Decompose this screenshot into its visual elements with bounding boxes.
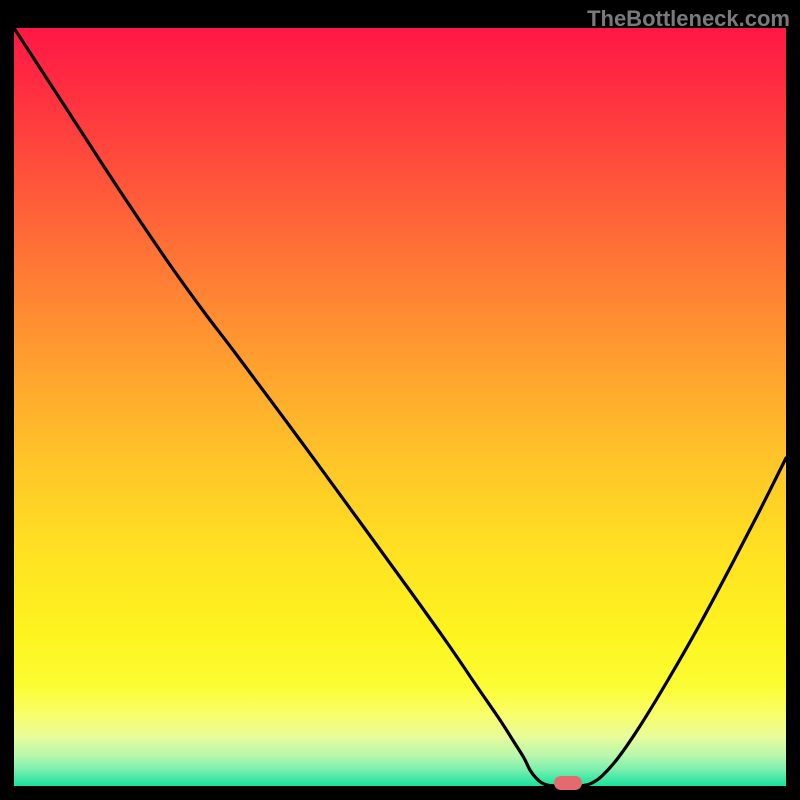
bottleneck-plot xyxy=(14,28,786,786)
optimum-marker xyxy=(14,28,786,786)
